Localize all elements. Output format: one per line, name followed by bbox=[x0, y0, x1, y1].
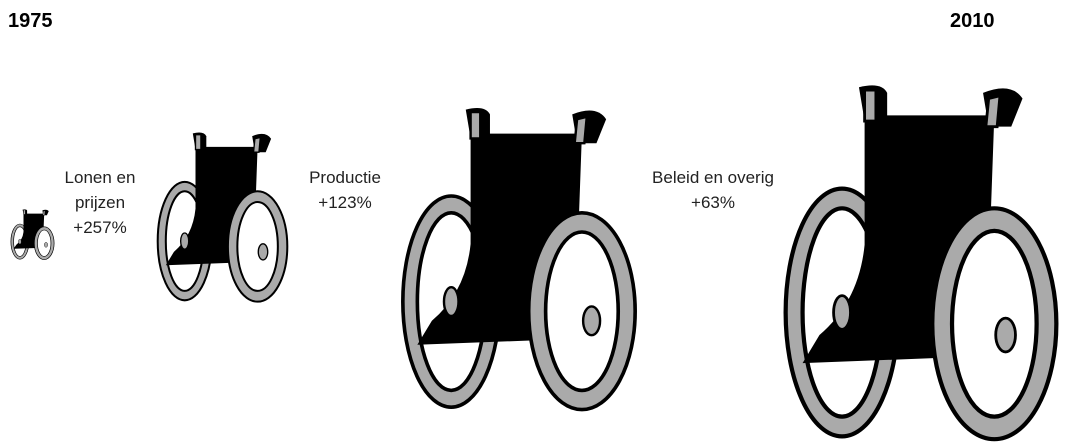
wheelchair-icon bbox=[401, 106, 637, 412]
end-year: 2010 bbox=[950, 10, 995, 32]
wheelchair-icon bbox=[10, 208, 55, 260]
step-labels: Lonen en prijzen +257% Productie +123% B… bbox=[65, 168, 774, 237]
step-label: Productie bbox=[309, 168, 381, 187]
step-change: +63% bbox=[691, 193, 735, 212]
start-year: 1975 bbox=[8, 10, 53, 32]
wheelchair-icon bbox=[156, 131, 289, 303]
step-change: +257% bbox=[73, 218, 126, 237]
step-label: Beleid en overig bbox=[652, 168, 774, 187]
step-label: Lonen en bbox=[65, 168, 136, 187]
step-label: prijzen bbox=[75, 193, 125, 212]
wheelchair-icon bbox=[786, 85, 1057, 439]
step-change: +123% bbox=[318, 193, 371, 212]
